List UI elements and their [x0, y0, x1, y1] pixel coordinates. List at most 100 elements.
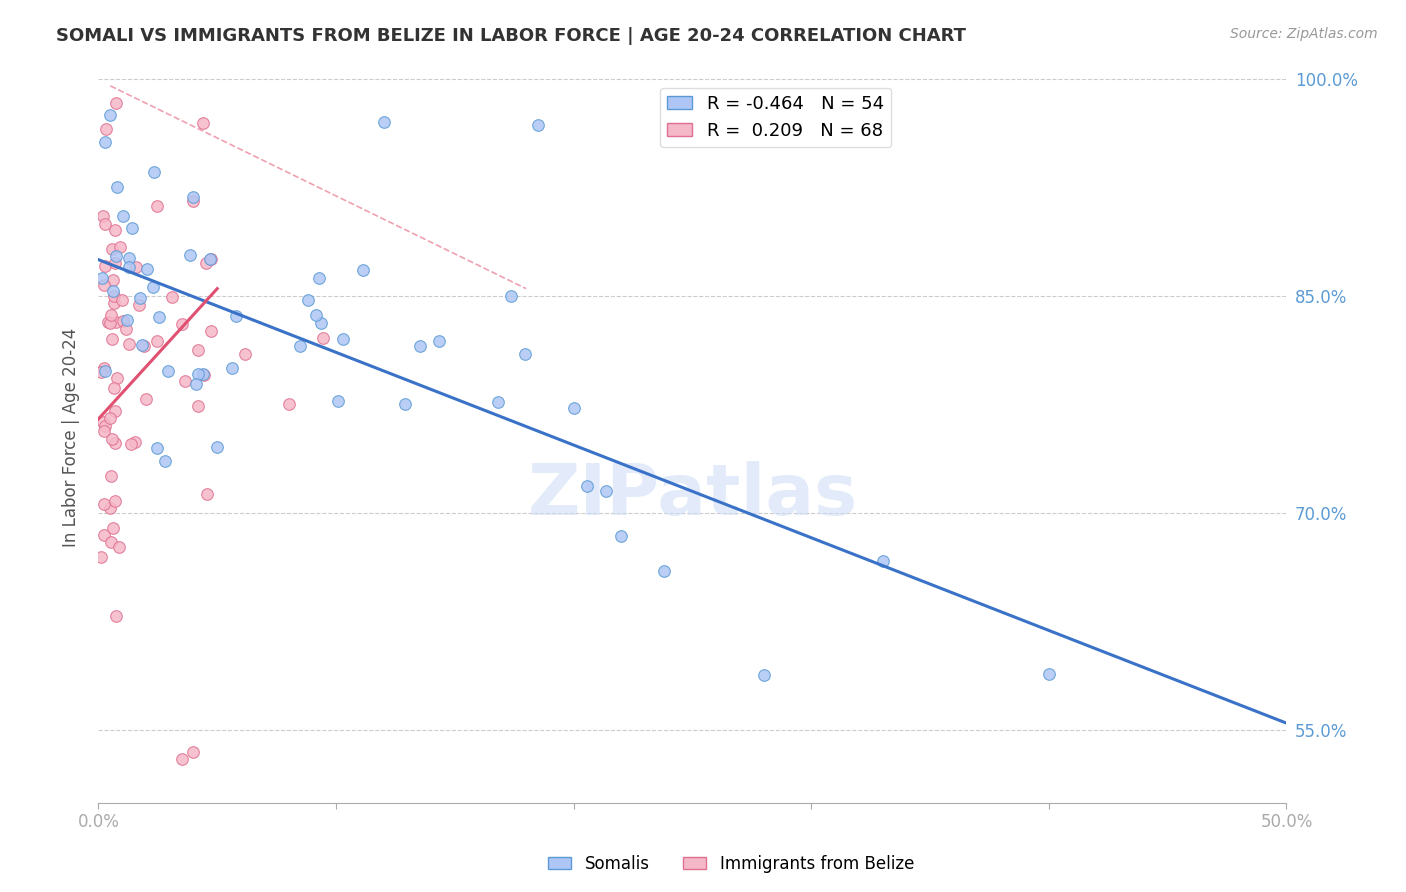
Point: [111, 293, 134, 307]
Point: [93, 360, 115, 375]
Point: [160, 289, 183, 303]
Point: [191, 116, 214, 130]
Point: [93, 424, 115, 438]
Point: [183, 745, 205, 759]
Point: [98, 411, 121, 425]
Point: [221, 360, 243, 375]
Legend: Somalis, Immigrants from Belize: Somalis, Immigrants from Belize: [541, 848, 921, 880]
Text: SOMALI VS IMMIGRANTS FROM BELIZE IN LABOR FORCE | AGE 20-24 CORRELATION CHART: SOMALI VS IMMIGRANTS FROM BELIZE IN LABO…: [56, 27, 966, 45]
Point: [93, 260, 115, 274]
Point: [297, 293, 319, 308]
Point: [752, 668, 775, 682]
Point: [103, 381, 125, 395]
Point: [373, 115, 395, 129]
Point: [207, 441, 229, 455]
Point: [170, 752, 193, 766]
Point: [191, 367, 214, 381]
Point: [90, 550, 112, 565]
Point: [91, 415, 114, 429]
Point: [872, 554, 894, 568]
Point: [486, 395, 509, 409]
Point: [170, 317, 193, 331]
Point: [93, 363, 115, 377]
Point: [104, 222, 127, 236]
Point: [93, 418, 115, 433]
Point: [97, 315, 120, 329]
Point: [105, 96, 128, 111]
Point: [146, 198, 169, 212]
Point: [98, 108, 121, 122]
Point: [104, 435, 127, 450]
Point: [101, 242, 124, 256]
Point: [187, 399, 209, 413]
Point: [652, 564, 675, 578]
Point: [94, 122, 117, 136]
Point: [200, 324, 222, 338]
Point: [131, 337, 153, 351]
Point: [93, 527, 115, 541]
Point: [93, 497, 115, 511]
Text: Source: ZipAtlas.com: Source: ZipAtlas.com: [1230, 27, 1378, 41]
Point: [595, 483, 617, 498]
Point: [101, 521, 124, 535]
Point: [184, 376, 207, 391]
Point: [145, 334, 167, 349]
Point: [562, 401, 585, 416]
Point: [98, 317, 121, 331]
Point: [104, 256, 127, 270]
Point: [193, 368, 215, 382]
Point: [187, 343, 209, 357]
Point: [111, 210, 134, 224]
Point: [101, 432, 124, 446]
Point: [94, 217, 117, 231]
Point: [104, 609, 127, 624]
Point: [103, 404, 125, 418]
Point: [105, 180, 128, 194]
Point: [105, 371, 128, 385]
Point: [145, 441, 167, 455]
Point: [309, 316, 332, 330]
Point: [352, 262, 374, 277]
Point: [115, 313, 138, 327]
Point: [91, 270, 114, 285]
Point: [121, 221, 143, 235]
Point: [112, 313, 135, 327]
Point: [125, 260, 148, 275]
Point: [118, 251, 141, 265]
Point: [98, 500, 121, 515]
Point: [118, 336, 141, 351]
Point: [132, 338, 155, 352]
Point: [101, 284, 124, 298]
Point: [198, 252, 221, 266]
Point: [501, 289, 523, 303]
Point: [312, 331, 335, 345]
Point: [142, 165, 165, 179]
Point: [155, 454, 177, 468]
Point: [124, 434, 146, 449]
Point: [135, 392, 157, 407]
Point: [183, 194, 205, 208]
Point: [225, 310, 247, 324]
Point: [610, 529, 633, 543]
Point: [128, 297, 150, 311]
Point: [200, 252, 222, 266]
Point: [101, 273, 124, 287]
Y-axis label: In Labor Force | Age 20-24: In Labor Force | Age 20-24: [62, 327, 80, 547]
Point: [110, 240, 132, 254]
Point: [128, 291, 150, 305]
Point: [91, 210, 114, 224]
Point: [148, 310, 170, 324]
Point: [104, 494, 127, 508]
Point: [100, 308, 122, 322]
Point: [173, 374, 195, 388]
Point: [326, 394, 349, 409]
Point: [108, 540, 131, 554]
Point: [156, 364, 179, 378]
Point: [100, 332, 122, 346]
Point: [308, 271, 330, 285]
Point: [409, 338, 432, 352]
Point: [575, 479, 598, 493]
Point: [195, 255, 218, 269]
Point: [187, 367, 209, 381]
Point: [515, 347, 537, 361]
